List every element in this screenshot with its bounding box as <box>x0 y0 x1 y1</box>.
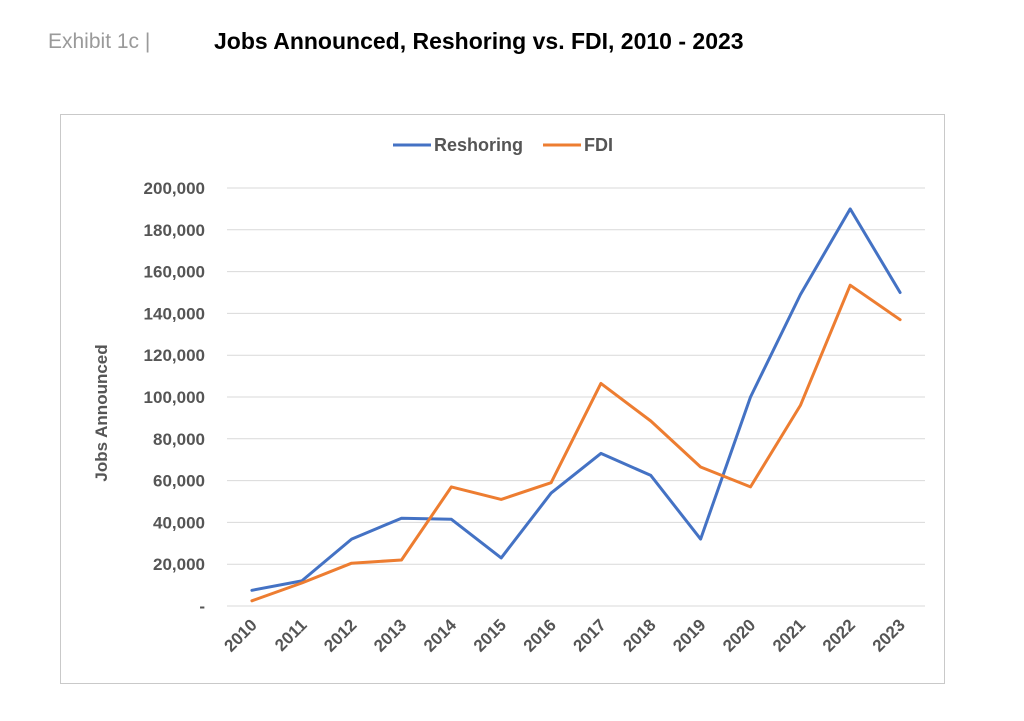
exhibit-label: Exhibit 1c | <box>48 30 151 53</box>
x-tick-label: 2014 <box>420 615 461 656</box>
y-tick-label: 140,000 <box>144 304 205 323</box>
page-title: Jobs Announced, Reshoring vs. FDI, 2010 … <box>214 28 744 54</box>
x-tick-label: 2013 <box>370 615 410 655</box>
legend: Reshoring FDI <box>393 135 613 155</box>
line-chart: - 20,000 40,000 60,000 80,000 100,000 120,000 1… <box>92 135 925 656</box>
y-tick-label: 160,000 <box>144 263 205 282</box>
y-tick-label: 100,000 <box>144 388 205 407</box>
y-tick-label: 200,000 <box>144 179 205 198</box>
y-tick-label: 60,000 <box>153 472 205 491</box>
y-tick-label: 180,000 <box>144 221 205 240</box>
x-tick-label: 2021 <box>769 615 809 655</box>
x-tick-label: 2011 <box>271 615 311 655</box>
y-tick-label: 40,000 <box>153 513 205 532</box>
x-tick-label: 2010 <box>221 615 261 655</box>
x-tick-label: 2012 <box>320 615 360 655</box>
x-tick-label: 2020 <box>719 615 759 655</box>
series-line-reshoring <box>250 207 902 592</box>
gridlines <box>227 187 925 607</box>
x-tick-label: 2019 <box>669 615 709 655</box>
x-tick-label: 2023 <box>869 615 909 655</box>
chart-frame: - 20,000 40,000 60,000 80,000 100,000 120,000 1… <box>60 114 945 684</box>
x-tick-labels: 2010 2011 2012 2013 2014 2015 2016 2017 2018 2019… <box>221 615 909 656</box>
x-tick-label: 2018 <box>619 615 659 655</box>
series-lines <box>250 207 902 603</box>
series-line-fdi <box>250 283 902 603</box>
y-tick-label: 120,000 <box>144 346 205 365</box>
y-tick-label: - <box>199 597 205 616</box>
x-tick-label: 2015 <box>470 615 510 655</box>
x-tick-label: 2016 <box>520 615 560 655</box>
y-axis-title: Jobs Announced <box>92 344 111 481</box>
legend-label-fdi: FDI <box>584 135 613 155</box>
y-tick-labels: - 20,000 40,000 60,000 80,000 100,000 120,000 1… <box>144 179 205 616</box>
x-tick-label: 2017 <box>570 615 610 655</box>
legend-label-reshoring: Reshoring <box>434 135 523 155</box>
y-tick-label: 20,000 <box>153 555 205 574</box>
x-tick-label: 2022 <box>819 615 859 655</box>
y-tick-label: 80,000 <box>153 430 205 449</box>
